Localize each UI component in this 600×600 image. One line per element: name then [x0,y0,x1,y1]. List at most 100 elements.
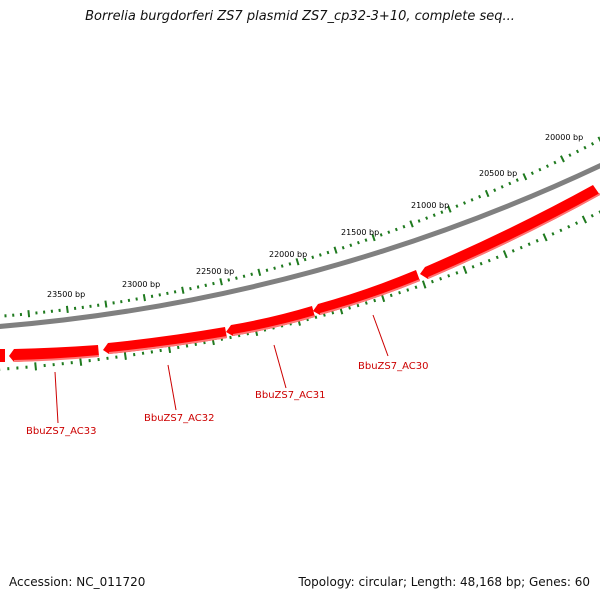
outer-scale-tick [493,188,497,192]
inner-scale-tick [314,315,318,319]
outer-scale-tick [181,286,185,294]
outer-scale-tick [538,167,542,172]
outer-scale-tick [545,164,550,168]
outer-scale-tick [135,297,138,301]
inner-scale-tick [380,293,386,303]
outer-scale-tick [478,194,482,199]
inner-scale-tick [447,274,451,278]
outer-scale-tick [560,155,565,163]
gene-label-leaders [54,314,389,424]
scale-label-20000: 20000 bp [545,133,583,142]
inner-scale-tick [364,301,368,305]
scale-label-21500: 21500 bp [341,228,379,237]
inner-scale-tick [194,342,197,346]
outer-scale-tick [568,153,572,157]
inner-scale-tick [79,357,83,366]
gene-arrow-BbuZS7_AC31[interactable] [226,306,315,336]
outer-scale-tick [417,219,421,223]
outer-scale-tick [104,300,108,308]
inner-scale-tick [439,276,443,281]
outer-scale-tick [575,149,580,154]
outer-scale-tick [250,272,254,276]
scale-label-23000: 23000 bp [122,280,160,289]
leader-BbuZS7_AC30 [372,314,389,357]
inner-scale-tick [495,255,499,260]
gene-arrow-next[interactable] [420,185,600,279]
outer-scale-tick [371,233,376,242]
inner-scale-tick [471,265,475,269]
accession-text: Accession: NC_011720 [9,575,146,589]
inner-scale-tick [348,306,351,310]
outer-scale-tick [583,145,587,150]
outer-scale-tick [204,283,208,288]
outer-scale-tick [265,268,269,272]
inner-scale-tick [406,288,410,292]
outer-scale-tick [432,213,436,217]
inner-scale-tick [519,245,523,250]
inner-scale-tick [567,224,571,229]
inner-scale-tick [542,233,548,242]
scale-label-23500: 23500 bp [47,290,85,299]
outer-scale-tick [196,285,200,289]
leader-BbuZS7_AC32 [167,364,177,411]
outer-scale-tick [440,210,444,214]
inner-scale-tick [551,232,555,236]
outer-scale-tick [387,230,391,234]
inner-scale-tick [559,228,563,233]
inner-scale-tick [141,351,145,355]
outer-scale-tick [500,185,504,189]
outer-scale-tick [522,173,528,181]
gene-track [0,185,600,362]
inner-scale-tick [323,313,326,317]
inner-scale-tick [590,213,594,218]
outer-scale-tick [189,286,192,291]
outer-scale-tick [326,250,330,255]
inner-scale-tick [185,344,189,348]
outer-scale-tick [142,294,146,302]
outer-scale-tick [273,266,276,270]
gene-label-BbuZS7_AC33: BbuZS7_AC33 [26,426,96,437]
genome-backbone [0,162,600,329]
outer-scale-tick [65,305,69,314]
scale-label-22500: 22500 bp [196,267,234,276]
inner-scale-tick [574,221,579,225]
inner-scale-tick [527,242,531,246]
outer-scale-tick [402,224,406,229]
outer-scale-tick [409,220,414,228]
inner-scale-tick [535,239,539,243]
gene-highlight-BbuZS7_AC30 [320,279,420,315]
outer-scale-tick [341,245,345,250]
outer-scale-tick [158,293,161,297]
outer-scale-tick [455,204,459,208]
gene-arrow-edge[interactable] [0,349,5,362]
outer-scale-tick [318,253,322,257]
gene-arrow-BbuZS7_AC30[interactable] [313,270,420,315]
outer-scale-tick [333,246,338,254]
outer-scale-tick [597,136,600,143]
inner-scale-tick [123,351,127,360]
outer-scale-tick [515,178,519,182]
gene-arrow-BbuZS7_AC32[interactable] [103,327,227,354]
outer-scale-tick [462,201,467,205]
inner-scale-tick [487,258,491,263]
leader-BbuZS7_AC31 [273,344,287,389]
outer-scale-tick [235,276,238,280]
outer-scale-tick [303,257,307,262]
inner-scale-tick [356,303,360,308]
outer-scale-tick [364,238,368,242]
outer-scale-tick [356,240,360,245]
outer-scale-ticks [4,136,600,318]
outer-scale-tick [227,278,231,282]
scale-label-22000: 22000 bp [269,250,307,259]
inner-scale-tick [398,290,401,295]
outer-scale-tick [553,160,557,165]
inner-scale-tick [177,345,180,350]
scale-label-21000: 21000 bp [411,201,449,210]
inner-scale-tick [479,261,483,266]
inner-scale-tick [455,271,459,275]
outer-scale-tick [280,264,284,268]
gene-label-BbuZS7_AC30: BbuZS7_AC30 [358,361,428,372]
inner-scale-tick [373,298,377,303]
inner-scale-tick [502,250,508,259]
